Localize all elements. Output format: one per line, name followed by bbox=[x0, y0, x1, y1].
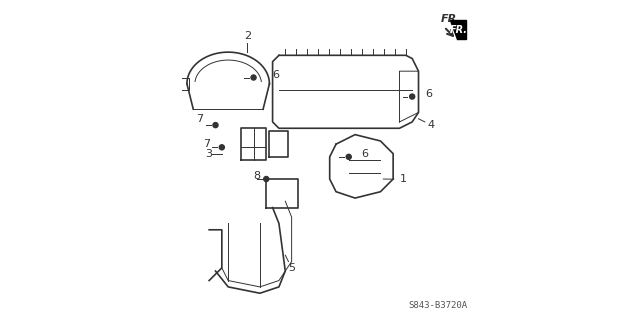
Circle shape bbox=[346, 154, 351, 159]
Circle shape bbox=[410, 94, 415, 99]
Text: 6: 6 bbox=[425, 89, 432, 99]
Polygon shape bbox=[450, 20, 466, 39]
Text: 7: 7 bbox=[197, 114, 204, 124]
Text: 7: 7 bbox=[203, 139, 210, 149]
Text: 3: 3 bbox=[205, 149, 212, 159]
Text: 6: 6 bbox=[273, 69, 280, 80]
Text: 5: 5 bbox=[288, 263, 295, 273]
Circle shape bbox=[251, 75, 256, 80]
Text: FR.: FR. bbox=[441, 13, 462, 24]
Text: S843-B3720A: S843-B3720A bbox=[408, 301, 467, 310]
Text: 1: 1 bbox=[383, 174, 406, 184]
Text: 4: 4 bbox=[428, 120, 435, 130]
Text: 6: 6 bbox=[361, 149, 368, 159]
Text: 2: 2 bbox=[243, 31, 251, 41]
Text: 8: 8 bbox=[254, 171, 261, 181]
Circle shape bbox=[213, 123, 218, 128]
Circle shape bbox=[264, 177, 269, 181]
Text: FR.: FR. bbox=[450, 25, 469, 35]
Circle shape bbox=[219, 145, 224, 150]
